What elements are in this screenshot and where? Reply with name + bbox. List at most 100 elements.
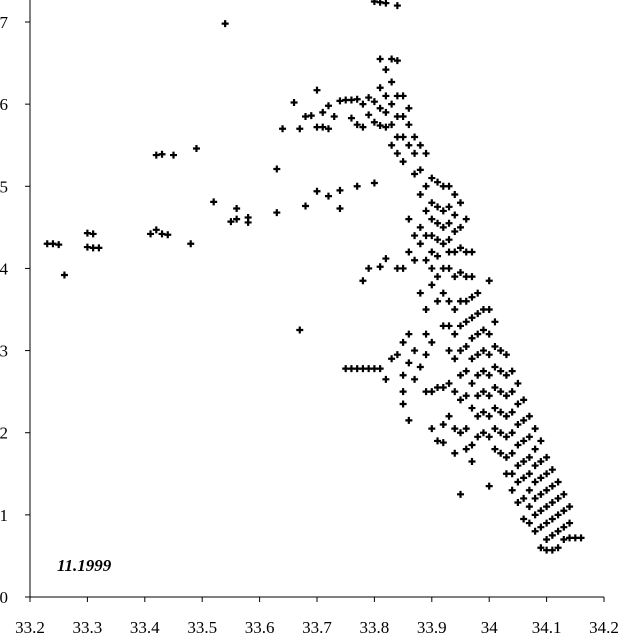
- data-point: [353, 182, 361, 190]
- data-point: [330, 112, 338, 120]
- data-point: [543, 519, 551, 527]
- data-point: [462, 297, 470, 305]
- data-point: [548, 531, 556, 539]
- data-point: [405, 104, 413, 112]
- data-point: [525, 453, 533, 461]
- data-point: [520, 515, 528, 523]
- data-point: [428, 425, 436, 433]
- data-point: [548, 515, 556, 523]
- data-point: [491, 342, 499, 350]
- data-point: [393, 57, 401, 65]
- data-point: [399, 92, 407, 100]
- data-point: [376, 365, 384, 373]
- data-point: [491, 425, 499, 433]
- data-point: [147, 230, 155, 238]
- data-point: [439, 240, 447, 248]
- y-tick-label: 7: [0, 13, 9, 32]
- data-point: [422, 207, 430, 215]
- data-point: [382, 92, 390, 100]
- data-point: [428, 281, 436, 289]
- data-point: [485, 330, 493, 338]
- data-point: [376, 104, 384, 112]
- data-point: [497, 347, 505, 355]
- data-point: [520, 396, 528, 404]
- data-point: [451, 330, 459, 338]
- data-point: [405, 248, 413, 256]
- data-point: [388, 141, 396, 149]
- data-point: [508, 470, 516, 478]
- data-point: [457, 223, 464, 231]
- data-point: [508, 367, 516, 375]
- data-point: [422, 256, 430, 264]
- data-point: [422, 182, 430, 190]
- data-point: [520, 457, 528, 465]
- data-point: [353, 95, 361, 103]
- data-point: [411, 232, 419, 240]
- data-point: [290, 99, 298, 106]
- data-point: [428, 388, 436, 396]
- data-point: [382, 108, 390, 116]
- data-point: [445, 236, 453, 244]
- data-point: [434, 252, 442, 260]
- data-point: [451, 191, 459, 198]
- data-point: [382, 123, 390, 131]
- data-point: [468, 404, 476, 412]
- data-point: [451, 227, 459, 235]
- data-point: [244, 218, 252, 226]
- data-point: [502, 453, 510, 461]
- data-point: [577, 534, 585, 542]
- data-point: [60, 271, 68, 279]
- data-point: [537, 457, 545, 465]
- data-point: [411, 170, 419, 178]
- data-point: [164, 231, 172, 239]
- data-point: [393, 351, 401, 359]
- data-point: [359, 100, 367, 108]
- data-point: [531, 494, 539, 502]
- x-tick-label: 33.7: [302, 618, 332, 637]
- data-point: [479, 367, 487, 375]
- data-point: [376, 122, 384, 129]
- data-point: [457, 322, 464, 330]
- data-point: [537, 523, 545, 531]
- data-point: [485, 277, 493, 285]
- data-point: [399, 371, 407, 379]
- data-point: [514, 441, 522, 449]
- data-point: [405, 121, 413, 129]
- data-point: [514, 379, 522, 387]
- data-point: [548, 466, 556, 474]
- data-point: [514, 462, 522, 470]
- data-point: [451, 211, 459, 219]
- data-point: [548, 546, 556, 554]
- data-point: [462, 342, 470, 350]
- data-point: [233, 204, 241, 212]
- data-point: [399, 133, 407, 141]
- data-point: [485, 371, 493, 379]
- data-point: [508, 449, 516, 457]
- data-point: [554, 544, 562, 552]
- x-tick-label: 33.9: [417, 618, 447, 637]
- data-point: [445, 379, 453, 387]
- data-point: [422, 330, 430, 338]
- data-point: [187, 240, 195, 248]
- data-point: [497, 388, 505, 396]
- y-tick-label: 2: [0, 424, 8, 443]
- data-point: [474, 392, 482, 400]
- x-tick-label: 34.1: [532, 618, 562, 637]
- data-point: [491, 445, 499, 453]
- data-point: [416, 141, 424, 149]
- data-point: [514, 421, 522, 428]
- data-point: [192, 145, 200, 152]
- data-point: [388, 121, 396, 129]
- data-point: [405, 215, 413, 223]
- data-point: [416, 191, 424, 198]
- data-point: [416, 166, 424, 174]
- data-point: [531, 445, 539, 453]
- data-point: [370, 179, 378, 187]
- data-point: [399, 338, 407, 346]
- data-point: [422, 149, 430, 157]
- data-point: [370, 98, 378, 106]
- data-point: [468, 334, 476, 342]
- data-point: [434, 236, 442, 244]
- data-point: [543, 470, 551, 478]
